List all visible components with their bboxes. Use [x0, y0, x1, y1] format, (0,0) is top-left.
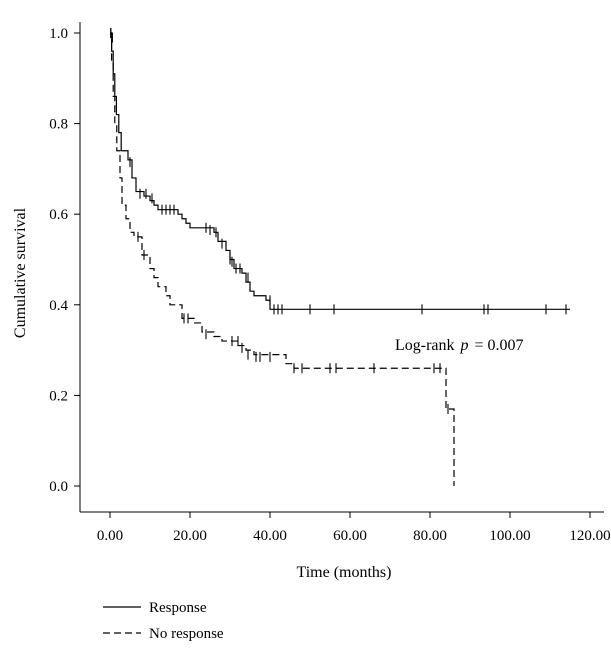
legend-label-no-response: No response — [149, 626, 224, 642]
y-axis-title: Cumulative survival — [12, 207, 29, 338]
annotation-p-symbol: p — [460, 337, 469, 354]
annotation-prefix: Log-rank — [395, 337, 455, 354]
x-tick-label: 20.00 — [173, 528, 207, 544]
x-axis-title: Time (months) — [297, 564, 392, 581]
annotation-value: = 0.007 — [475, 337, 524, 354]
series-response — [110, 28, 570, 315]
x-tick-label: 80.00 — [413, 528, 447, 544]
legend-item-no-response: No response — [103, 626, 224, 642]
survival-curve-response — [110, 32, 570, 310]
x-tick-label: 40.00 — [253, 528, 287, 544]
log-rank-annotation: Log-rank p = 0.007 — [395, 337, 524, 354]
y-tick-label: 1.0 — [49, 26, 68, 42]
x-tick-label: 120.00 — [569, 528, 610, 544]
x-tick-label: 60.00 — [333, 528, 367, 544]
y-tick-label: 0.4 — [49, 298, 68, 314]
survival-curve-no-response — [110, 32, 455, 486]
x-tick-label: 100.00 — [489, 528, 530, 544]
y-tick-label: 0.6 — [49, 207, 68, 223]
legend: Response No response — [103, 600, 224, 642]
y-tick-label: 0.2 — [49, 388, 68, 404]
legend-item-response: Response — [103, 600, 207, 616]
axes: 0.0 0.2 0.4 0.6 0.8 1.0 0.00 20.00 40.00 60.00 80.… — [49, 21, 611, 544]
y-tick-label: 0.8 — [49, 117, 68, 133]
y-tick-label: 0.0 — [49, 479, 68, 495]
x-tick-label: 0.00 — [97, 528, 123, 544]
series-no-response — [110, 28, 455, 486]
legend-label-response: Response — [149, 600, 207, 616]
plot-series — [110, 28, 570, 486]
